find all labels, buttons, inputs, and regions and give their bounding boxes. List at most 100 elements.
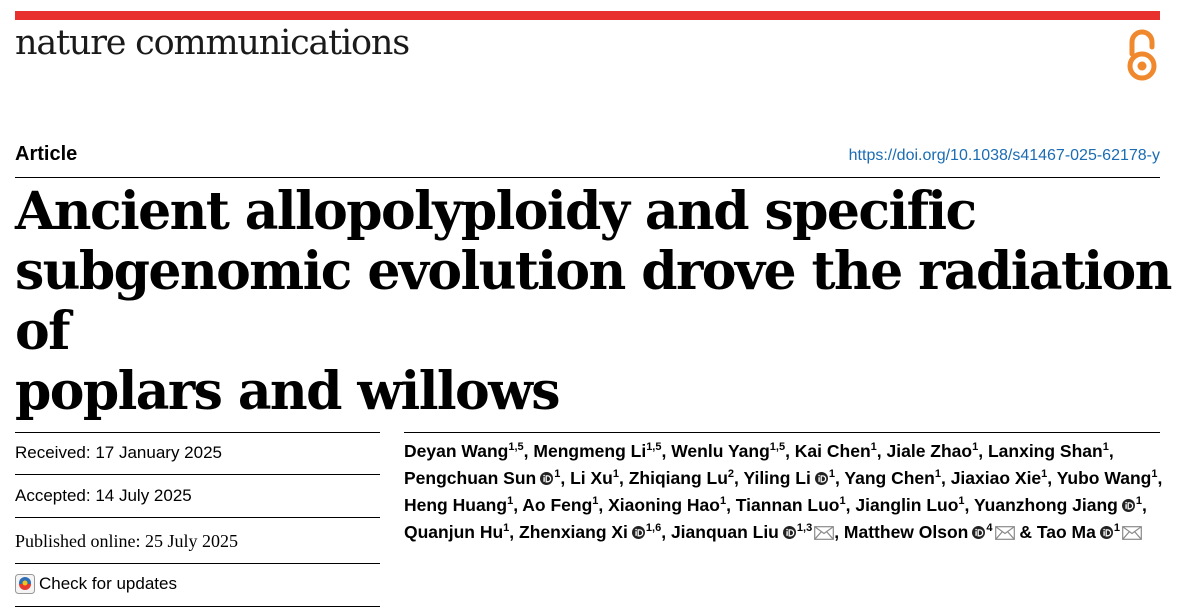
author-name[interactable]: Wenlu Yang1,5 (671, 441, 785, 461)
author-name-text: Zhiqiang Lu (628, 468, 728, 488)
published-date: Published online: 25 July 2025 (15, 531, 238, 552)
email-icon[interactable] (994, 526, 1015, 540)
author-name[interactable]: Yiling Li 1 (743, 468, 835, 488)
affiliation-marker[interactable]: 1 (1041, 468, 1048, 481)
affiliation-marker[interactable]: 1 (934, 468, 941, 481)
affiliation-marker[interactable]: 1 (972, 441, 979, 454)
author-name[interactable]: Jianglin Luo1 (855, 495, 964, 515)
author-name-text: Kai Chen (794, 441, 871, 461)
author-name-text: Quanjun Hu (404, 522, 504, 542)
affiliation-marker[interactable]: 1 (503, 522, 510, 535)
affiliation-marker[interactable]: 1,5 (646, 441, 662, 454)
author-list: Deyan Wang1,5, Mengmeng Li1,5, Wenlu Yan… (404, 441, 1163, 542)
author-name-text: Jianglin Luo (855, 495, 959, 515)
article-title: Ancient allopolyploidy and specific subg… (15, 182, 1175, 422)
accepted-label: Accepted: (15, 486, 91, 505)
article-type: Article (15, 143, 78, 165)
author-name[interactable]: Jianquan Liu 1,3 (670, 522, 835, 542)
open-access-icon (1127, 29, 1157, 81)
title-line: poplars and willows (15, 361, 561, 422)
dates-divider (15, 474, 380, 475)
accepted-date: Accepted: 14 July 2025 (15, 486, 192, 506)
author-name[interactable]: Matthew Olson 4 (844, 522, 1015, 542)
author-name-text: Tiannan Luo (735, 495, 840, 515)
published-value: 25 July 2025 (145, 531, 239, 551)
orcid-icon[interactable] (631, 526, 645, 539)
check-updates-label: Check for updates (39, 574, 177, 593)
orcid-icon[interactable] (782, 526, 796, 539)
author-name-text: Yuanzhong Jiang (973, 495, 1118, 515)
author-name[interactable]: Yubo Wang1 (1057, 468, 1158, 488)
author-name-text: Jianquan Liu (670, 522, 779, 542)
check-for-updates-button[interactable]: Check for updates (15, 574, 177, 594)
author-name-text: Pengchuan Sun (404, 468, 537, 488)
affiliation-marker[interactable]: 2 (727, 468, 735, 481)
dates-divider-bottom (15, 606, 380, 607)
author-name[interactable]: Tao Ma 1 (1037, 522, 1142, 542)
author-name[interactable]: Yang Chen1 (844, 468, 941, 488)
author-name[interactable]: Jiale Zhao1 (887, 441, 979, 461)
affiliation-marker[interactable]: 1 (592, 495, 599, 508)
affiliation-marker[interactable]: 1 (1113, 522, 1120, 535)
header-divider (15, 177, 1160, 178)
orcid-icon[interactable] (1121, 499, 1135, 512)
author-name[interactable]: Zhiqiang Lu2 (629, 468, 734, 488)
affiliation-marker[interactable]: 1 (958, 495, 965, 508)
author-name[interactable]: Zhenxiang Xi 1,6 (519, 522, 661, 542)
author-name-text: Wenlu Yang (671, 441, 770, 461)
received-date: Received: 17 January 2025 (15, 443, 222, 463)
author-name[interactable]: Kai Chen1 (795, 441, 877, 461)
doi-link[interactable]: https://doi.org/10.1038/s41467-025-62178… (848, 147, 1160, 164)
affiliation-marker[interactable]: 1,6 (645, 522, 662, 535)
dates-divider (15, 563, 380, 564)
affiliation-marker[interactable]: 1 (554, 468, 561, 481)
author-name[interactable]: Mengmeng Li1,5 (533, 441, 661, 461)
received-value: 17 January 2025 (95, 443, 222, 462)
email-icon[interactable] (814, 526, 835, 540)
author-name[interactable]: Pengchuan Sun 1 (404, 468, 560, 488)
author-name[interactable]: Tiannan Luo1 (736, 495, 846, 515)
author-name-text: Lanxing Shan (987, 441, 1103, 461)
author-name-text: Yiling Li (743, 468, 811, 488)
affiliation-marker[interactable]: 1 (612, 468, 619, 481)
author-name-text: Li Xu (570, 468, 613, 488)
affiliation-marker[interactable]: 1,3 (796, 522, 813, 535)
author-name[interactable]: Lanxing Shan1 (988, 441, 1109, 461)
author-name[interactable]: Ao Feng1 (522, 495, 598, 515)
affiliation-marker[interactable]: 4 (986, 522, 993, 535)
affiliation-marker[interactable]: 1 (1102, 441, 1109, 454)
affiliation-marker[interactable]: 1 (828, 468, 835, 481)
author-name-text: Deyan Wang (404, 441, 509, 461)
author-name-text: Heng Huang (404, 495, 508, 515)
published-label: Published online: (15, 531, 141, 551)
email-icon[interactable] (1122, 526, 1142, 540)
journal-name[interactable]: nature communications (15, 23, 410, 63)
affiliation-marker[interactable]: 1 (507, 495, 514, 508)
affiliation-marker[interactable]: 1 (1151, 468, 1158, 481)
dates-divider (15, 517, 380, 518)
dates-divider-top (15, 432, 380, 433)
affiliation-marker[interactable]: 1 (719, 495, 727, 508)
author-name-text: Mengmeng Li (533, 441, 647, 461)
affiliation-marker[interactable]: 1 (839, 495, 846, 508)
author-name[interactable]: Li Xu1 (570, 468, 619, 488)
author-name[interactable]: Quanjun Hu1 (404, 522, 509, 542)
orcid-icon[interactable] (814, 472, 828, 485)
orcid-icon[interactable] (1099, 526, 1113, 539)
title-line: subgenomic evolution drove the radiation… (15, 241, 1172, 362)
affiliation-marker[interactable]: 1 (1135, 495, 1142, 508)
orcid-icon[interactable] (540, 472, 554, 485)
author-name-text: Yang Chen (844, 468, 935, 488)
affiliation-marker[interactable]: 1,5 (508, 441, 524, 454)
author-name[interactable]: Jiaxiao Xie1 (951, 468, 1048, 488)
authors-divider (404, 432, 1160, 433)
affiliation-marker[interactable]: 1 (870, 441, 877, 454)
check-updates-icon (15, 574, 35, 594)
author-name[interactable]: Heng Huang1 (404, 495, 513, 515)
author-name[interactable]: Deyan Wang1,5 (404, 441, 524, 461)
affiliation-marker[interactable]: 1,5 (769, 441, 786, 454)
author-name-text: Ao Feng (522, 495, 593, 515)
author-name[interactable]: Xiaoning Hao1 (608, 495, 726, 515)
orcid-icon[interactable] (972, 526, 986, 539)
author-name[interactable]: Yuanzhong Jiang 1 (974, 495, 1142, 515)
